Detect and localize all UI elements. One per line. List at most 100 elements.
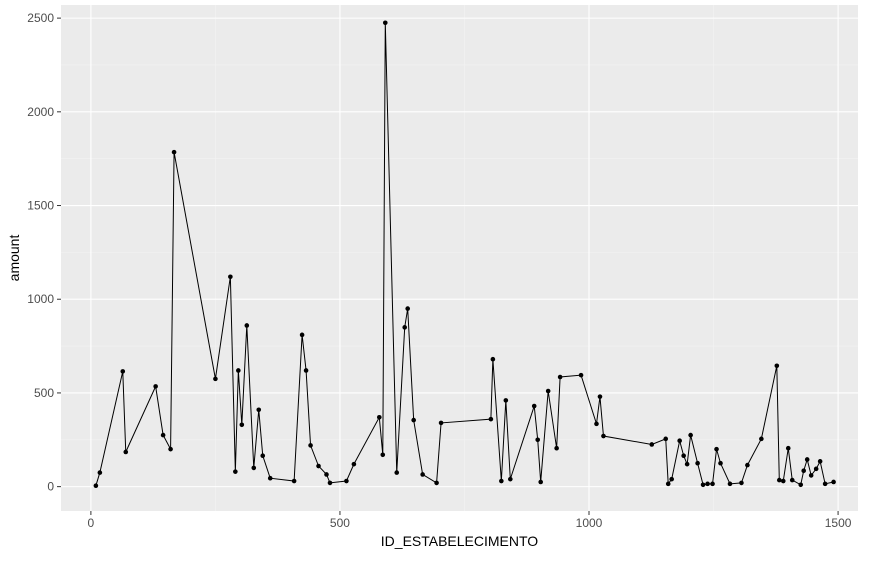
data-point	[808, 473, 814, 478]
data-point	[380, 452, 386, 458]
data-point	[700, 482, 706, 488]
data-point	[434, 480, 439, 486]
data-point	[168, 446, 173, 452]
data-point	[695, 460, 700, 466]
data-point	[780, 478, 786, 484]
data-point	[508, 476, 513, 482]
data-point	[718, 460, 723, 466]
data-point	[801, 468, 807, 474]
y-tick-label: 0	[47, 480, 54, 494]
data-point	[382, 20, 388, 26]
minor-gridlines	[61, 5, 858, 511]
data-point	[665, 481, 671, 487]
data-point	[123, 449, 129, 455]
data-point	[663, 436, 669, 442]
data-point	[97, 470, 103, 475]
data-point	[394, 470, 400, 475]
data-point	[324, 472, 329, 477]
x-tick-label: 0	[88, 516, 95, 530]
data-point	[822, 481, 828, 487]
data-point	[299, 332, 305, 338]
data-point	[411, 417, 416, 423]
data-point	[774, 363, 780, 369]
x-axis-ticks: 0 500 1000 1500	[88, 511, 852, 530]
data-point	[308, 443, 313, 448]
data-point	[153, 384, 158, 389]
data-point	[233, 469, 238, 474]
data-point	[669, 476, 675, 482]
y-tick-label: 500	[34, 386, 54, 400]
data-point	[677, 438, 682, 444]
data-point	[681, 453, 686, 459]
data-point	[251, 465, 257, 471]
data-point	[488, 416, 494, 422]
points-layer	[93, 20, 836, 489]
x-tick-label: 500	[330, 516, 350, 530]
data-point	[291, 478, 297, 484]
data-point	[649, 442, 655, 447]
data-point	[344, 478, 349, 484]
data-point	[684, 461, 690, 467]
data-point	[776, 477, 782, 483]
data-point	[535, 437, 541, 443]
data-point	[831, 479, 836, 485]
data-point	[789, 477, 795, 483]
data-point	[531, 403, 537, 409]
data-point	[554, 445, 559, 451]
data-point	[420, 472, 425, 477]
data-point	[545, 388, 551, 394]
data-point	[303, 368, 309, 373]
data-point	[405, 306, 410, 311]
data-point	[244, 323, 250, 328]
y-tick-label: 2000	[27, 105, 54, 119]
x-tick-label: 1500	[825, 516, 852, 530]
data-point	[438, 420, 444, 426]
data-point	[727, 481, 733, 487]
data-point	[120, 369, 126, 374]
data-point	[490, 356, 496, 362]
data-point	[745, 462, 750, 468]
data-point	[739, 480, 744, 486]
data-point	[239, 422, 245, 428]
y-tick-label: 1500	[27, 199, 54, 213]
data-point	[93, 483, 99, 489]
y-tick-label: 1000	[27, 292, 54, 306]
data-point	[236, 368, 241, 373]
x-tick-label: 1000	[576, 516, 603, 530]
data-point	[594, 421, 599, 427]
data-point	[327, 480, 333, 486]
data-point	[538, 479, 543, 485]
plot-panel	[61, 5, 858, 511]
data-point	[705, 481, 710, 487]
data-point	[171, 149, 177, 155]
data-point	[316, 463, 321, 469]
data-point	[503, 398, 509, 403]
data-point	[578, 372, 584, 378]
data-point	[597, 394, 603, 399]
data-point	[759, 436, 764, 442]
data-point	[557, 374, 563, 380]
data-point	[710, 481, 715, 487]
data-point	[714, 446, 719, 452]
data-point	[813, 466, 819, 472]
data-point	[402, 325, 408, 330]
data-point	[601, 433, 606, 439]
data-point	[798, 482, 804, 488]
data-point	[785, 445, 791, 451]
data-point	[688, 432, 693, 438]
y-axis-ticks: 0 500 1000 1500 2000 2500	[27, 11, 61, 494]
data-point	[160, 432, 166, 438]
major-gridlines	[61, 5, 858, 511]
data-point	[260, 453, 266, 459]
data-point	[804, 457, 810, 462]
data-point	[377, 414, 382, 420]
x-axis-title: ID_ESTABELECIMENTO	[381, 533, 539, 549]
y-tick-label: 2500	[27, 11, 54, 25]
data-point	[256, 407, 262, 413]
data-point	[267, 475, 273, 481]
y-axis-title: amount	[6, 235, 22, 282]
data-point	[351, 461, 357, 467]
data-point	[817, 459, 823, 464]
